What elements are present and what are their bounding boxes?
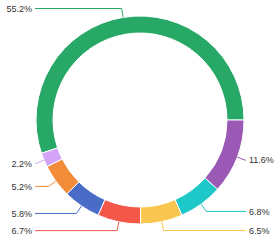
- labels: 55.2% 11.6% 6.8% 6.5% 6.7% 5.8% 5.2% 2.2%: [6, 4, 273, 236]
- leader-line: [201, 204, 246, 211]
- chart: 55.2% 11.6% 6.8% 6.5% 6.7% 5.8% 5.2% 2.2%: [0, 0, 279, 248]
- donut-slice: [205, 120, 244, 189]
- leader-line: [162, 222, 246, 231]
- data-label: 55.2%: [6, 4, 32, 14]
- donut-slice: [36, 16, 244, 153]
- donut-slice: [98, 200, 141, 224]
- leader-line: [237, 157, 246, 160]
- data-label: 5.2%: [11, 182, 32, 192]
- data-label: 5.8%: [11, 209, 32, 219]
- data-label: 6.8%: [249, 207, 270, 217]
- plot: [36, 16, 244, 224]
- leader-line: [35, 160, 44, 163]
- leader-line: [35, 206, 82, 213]
- data-label: 11.6%: [249, 155, 274, 165]
- leader-line: [35, 8, 123, 17]
- donut-slice: [175, 178, 218, 215]
- donut-slice: [141, 200, 182, 224]
- leader-line: [35, 222, 119, 231]
- data-label: 2.2%: [11, 159, 32, 169]
- data-label: 6.7%: [11, 226, 32, 236]
- donut-slice: [41, 148, 62, 167]
- data-label: 6.5%: [249, 226, 270, 236]
- leader-line: [35, 181, 56, 186]
